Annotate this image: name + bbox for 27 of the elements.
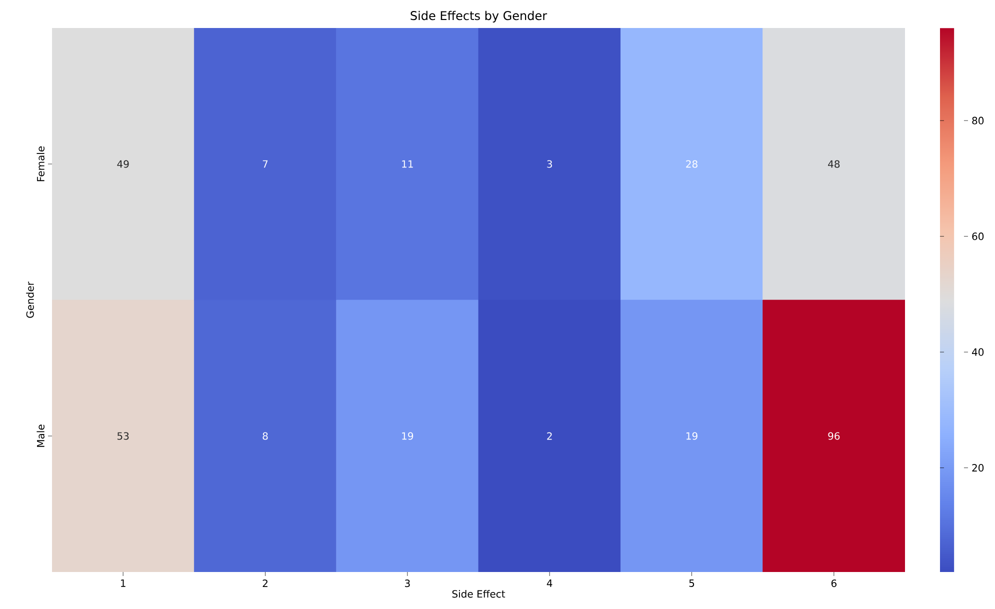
y-axis-title: Gender	[26, 282, 34, 318]
x-tick-label: 5	[689, 580, 694, 587]
x-tick-label: 6	[831, 580, 836, 588]
data-label: 53	[118, 432, 129, 440]
data-label: 7	[262, 160, 268, 168]
color-bar-label: 60	[972, 232, 984, 240]
data-label: 48	[828, 160, 840, 168]
chart-title: Side Effects by Gender	[410, 10, 548, 22]
x-tick-label: 2	[262, 580, 268, 587]
x-axis-title: Side Effect	[452, 590, 506, 598]
data-label: 96	[828, 432, 840, 440]
color-bar-label: 20	[972, 464, 984, 472]
y-tick-label: Male	[36, 424, 44, 447]
y-tick-label: Female	[36, 146, 44, 182]
x-tick-label: 4	[546, 580, 552, 587]
x-tick-label: 3	[405, 580, 410, 588]
data-label: 3	[547, 160, 552, 168]
data-label: 28	[686, 160, 698, 168]
data-label: 11	[402, 160, 413, 168]
data-label: 19	[686, 432, 698, 440]
x-tick-label: 1	[121, 580, 126, 587]
data-label: 2	[547, 432, 552, 440]
color-bar-label: 40	[972, 348, 984, 356]
color-bar-label: 80	[972, 116, 984, 124]
data-label: 8	[262, 432, 268, 440]
data-label: 49	[117, 160, 129, 168]
data-label: 19	[402, 432, 414, 440]
